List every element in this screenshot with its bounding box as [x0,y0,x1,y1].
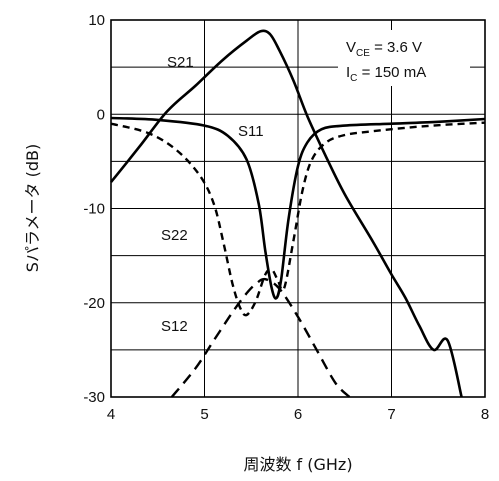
x-tick-label: 8 [481,406,489,423]
conditions-box: VCE = 3.6 V IC = 150 mA [338,30,470,86]
series-label-s21: S21 [167,54,194,71]
y-tick-label: -10 [83,201,105,218]
x-axis-label: 周波数 f (GHz) [243,455,352,474]
series-lines [109,29,486,398]
tick-labels: 4 5 6 7 8 10 0 -10 -20 -30 [83,12,489,423]
ic-condition: IC = 150 mA [346,64,426,84]
y-tick-label: -20 [83,295,105,312]
y-axis-label: Sパラメータ (dB) [23,144,42,272]
series-line-s21 [109,29,463,398]
series-line-s22 [110,121,486,317]
vce-condition: VCE = 3.6 V [346,39,422,59]
plot-frame [110,19,486,398]
y-tick-label: 10 [88,12,105,29]
x-tick-label: 5 [200,406,208,423]
series-labels: S21 S11 S22 S12 [161,54,264,335]
x-tick-label: 6 [294,406,302,423]
y-tick-label: 0 [97,106,105,123]
series-label-s11: S11 [238,123,264,140]
series-label-s22: S22 [161,227,188,244]
series-line-s12 [170,277,351,398]
series-label-s12: S12 [161,318,188,335]
x-tick-label: 7 [387,406,395,423]
y-tick-label: -30 [83,389,105,406]
series-line-s11 [110,116,486,300]
x-tick-label: 4 [107,406,115,423]
